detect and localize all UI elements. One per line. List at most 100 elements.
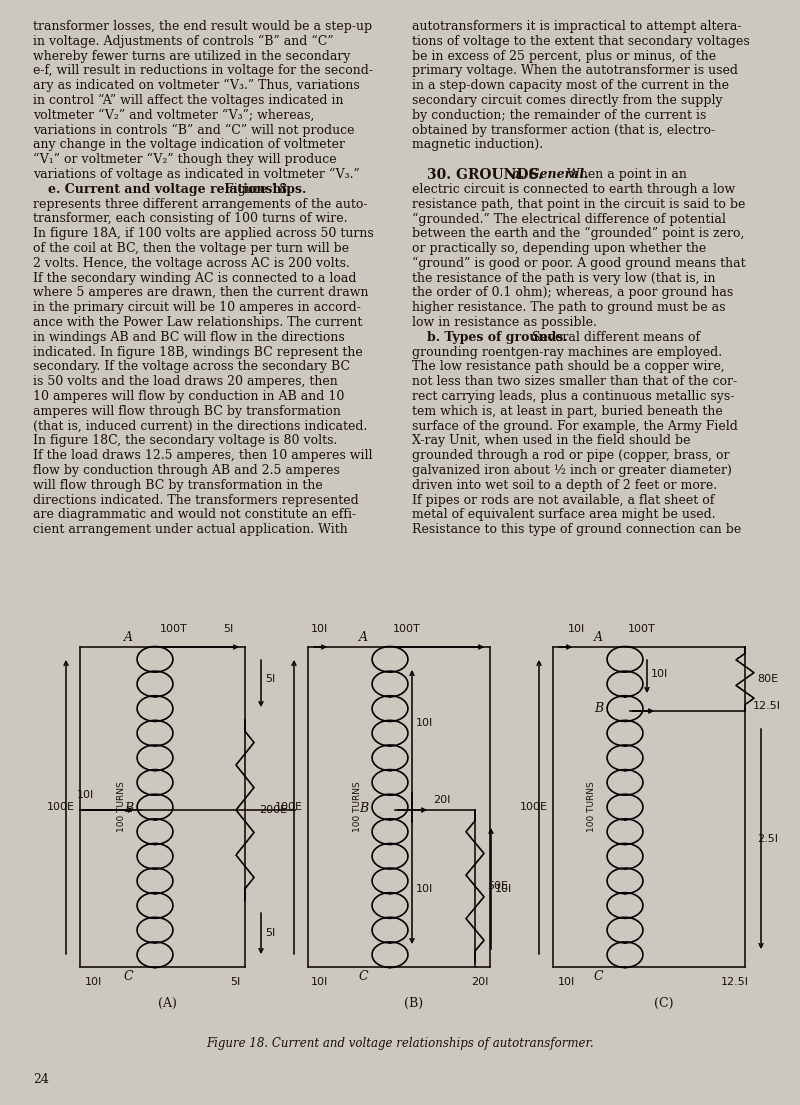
Text: galvanized iron about ½ inch or greater diameter): galvanized iron about ½ inch or greater … (412, 464, 732, 477)
Text: 100E: 100E (275, 802, 303, 812)
Text: 80E: 80E (757, 674, 778, 684)
Text: a. General.: a. General. (512, 168, 589, 181)
Text: e-f, will result in reductions in voltage for the second-: e-f, will result in reductions in voltag… (33, 64, 373, 77)
Text: tions of voltage to the extent that secondary voltages: tions of voltage to the extent that seco… (412, 34, 750, 48)
Text: 10I: 10I (495, 884, 512, 894)
Text: (B): (B) (405, 997, 423, 1010)
Text: Resistance to this type of ground connection can be: Resistance to this type of ground connec… (412, 523, 742, 536)
Text: 100T: 100T (160, 624, 188, 634)
Text: in a step-down capacity most of the current in the: in a step-down capacity most of the curr… (412, 80, 729, 92)
Text: directions indicated. The transformers represented: directions indicated. The transformers r… (33, 494, 358, 506)
Text: 100T: 100T (393, 624, 421, 634)
Text: is 50 volts and the load draws 20 amperes, then: is 50 volts and the load draws 20 ampere… (33, 376, 338, 388)
Text: will flow through BC by transformation in the: will flow through BC by transformation i… (33, 478, 322, 492)
Text: indicated. In figure 18B, windings BC represent the: indicated. In figure 18B, windings BC re… (33, 346, 362, 359)
Text: In figure 18A, if 100 volts are applied across 50 turns: In figure 18A, if 100 volts are applied … (33, 228, 374, 240)
Text: rect carrying leads, plus a continuous metallic sys-: rect carrying leads, plus a continuous m… (412, 390, 734, 403)
Text: flow by conduction through AB and 2.5 amperes: flow by conduction through AB and 2.5 am… (33, 464, 340, 477)
Text: transformer, each consisting of 100 turns of wire.: transformer, each consisting of 100 turn… (33, 212, 347, 225)
Text: variations of voltage as indicated in voltmeter “V₃.”: variations of voltage as indicated in vo… (33, 168, 360, 181)
Text: B: B (124, 801, 133, 814)
Text: transformer losses, the end result would be a step-up: transformer losses, the end result would… (33, 20, 372, 33)
Text: 5I: 5I (265, 928, 275, 938)
Text: 20I: 20I (471, 977, 489, 987)
Text: 24: 24 (33, 1073, 49, 1086)
Text: surface of the ground. For example, the Army Field: surface of the ground. For example, the … (412, 420, 738, 432)
Text: 5I: 5I (223, 624, 234, 634)
Text: not less than two sizes smaller than that of the cor-: not less than two sizes smaller than tha… (412, 376, 737, 388)
Text: 100 TURNS: 100 TURNS (118, 781, 126, 832)
Text: any change in the voltage indication of voltmeter: any change in the voltage indication of … (33, 138, 345, 151)
Text: “ground” is good or poor. A good ground means that: “ground” is good or poor. A good ground … (412, 256, 746, 270)
Text: secondary. If the voltage across the secondary BC: secondary. If the voltage across the sec… (33, 360, 350, 373)
Text: 10I: 10I (311, 977, 328, 987)
Text: represents three different arrangements of the auto-: represents three different arrangements … (33, 198, 367, 211)
Text: obtained by transformer action (that is, electro-: obtained by transformer action (that is,… (412, 124, 715, 137)
Text: b. Types of grounds.: b. Types of grounds. (427, 330, 568, 344)
Text: 5I: 5I (230, 977, 240, 987)
Text: in windings AB and BC will flow in the directions: in windings AB and BC will flow in the d… (33, 330, 345, 344)
Text: electric circuit is connected to earth through a low: electric circuit is connected to earth t… (412, 182, 735, 196)
Text: B: B (594, 703, 603, 716)
Text: 10 amperes will flow by conduction in AB and 10: 10 amperes will flow by conduction in AB… (33, 390, 344, 403)
Text: 10I: 10I (311, 624, 328, 634)
Text: metal of equivalent surface area might be used.: metal of equivalent surface area might b… (412, 508, 716, 522)
Text: If the load draws 12.5 amperes, then 10 amperes will: If the load draws 12.5 amperes, then 10 … (33, 450, 373, 462)
Text: (A): (A) (158, 997, 177, 1010)
Text: whereby fewer turns are utilized in the secondary: whereby fewer turns are utilized in the … (33, 50, 350, 63)
Text: primary voltage. When the autotransformer is used: primary voltage. When the autotransforme… (412, 64, 738, 77)
Text: In figure 18C, the secondary voltage is 80 volts.: In figure 18C, the secondary voltage is … (33, 434, 338, 448)
Text: grounding roentgen-ray machines are employed.: grounding roentgen-ray machines are empl… (412, 346, 722, 359)
Text: A: A (124, 631, 133, 644)
Text: 12.5I: 12.5I (753, 701, 781, 711)
Text: resistance path, that point in the circuit is said to be: resistance path, that point in the circu… (412, 198, 746, 211)
Text: of the coil at BC, then the voltage per turn will be: of the coil at BC, then the voltage per … (33, 242, 349, 255)
Text: 10I: 10I (85, 977, 102, 987)
Text: If pipes or rods are not available, a flat sheet of: If pipes or rods are not available, a fl… (412, 494, 714, 506)
Text: When a point in an: When a point in an (563, 168, 687, 181)
Text: 2 volts. Hence, the voltage across AC is 200 volts.: 2 volts. Hence, the voltage across AC is… (33, 256, 350, 270)
Text: secondary circuit comes directly from the supply: secondary circuit comes directly from th… (412, 94, 722, 107)
Text: 20I: 20I (433, 794, 450, 806)
Text: (that is, induced current) in the directions indicated.: (that is, induced current) in the direct… (33, 420, 367, 432)
Text: B: B (359, 801, 368, 814)
Text: X-ray Unit, when used in the field should be: X-ray Unit, when used in the field shoul… (412, 434, 690, 448)
Text: 50E: 50E (487, 881, 508, 891)
Text: 100 TURNS: 100 TURNS (353, 781, 362, 832)
Text: A: A (594, 631, 603, 644)
Text: where 5 amperes are drawn, then the current drawn: where 5 amperes are drawn, then the curr… (33, 286, 369, 299)
Text: 10I: 10I (558, 977, 575, 987)
Text: grounded through a rod or pipe (copper, brass, or: grounded through a rod or pipe (copper, … (412, 450, 730, 462)
Text: Several different means of: Several different means of (528, 330, 700, 344)
Text: C: C (594, 970, 603, 983)
Text: 5I: 5I (265, 674, 275, 684)
Text: in the primary circuit will be 10 amperes in accord-: in the primary circuit will be 10 ampere… (33, 302, 361, 314)
Text: (C): (C) (654, 997, 674, 1010)
Text: variations in controls “B” and “C” will not produce: variations in controls “B” and “C” will … (33, 124, 354, 137)
Text: 2.5I: 2.5I (757, 834, 778, 844)
Text: cient arrangement under actual application. With: cient arrangement under actual applicati… (33, 523, 348, 536)
Text: Figure 18. Current and voltage relationships of autotransformer.: Figure 18. Current and voltage relations… (206, 1036, 594, 1050)
Text: 200E: 200E (259, 806, 287, 815)
Text: The low resistance path should be a copper wire,: The low resistance path should be a copp… (412, 360, 725, 373)
Text: voltmeter “V₂” and voltmeter “V₃”; whereas,: voltmeter “V₂” and voltmeter “V₃”; where… (33, 108, 314, 122)
Text: ary as indicated on voltmeter “V₃.” Thus, variations: ary as indicated on voltmeter “V₃.” Thus… (33, 80, 360, 93)
Text: in voltage. Adjustments of controls “B” and “C”: in voltage. Adjustments of controls “B” … (33, 34, 334, 48)
Text: the order of 0.1 ohm); whereas, a poor ground has: the order of 0.1 ohm); whereas, a poor g… (412, 286, 734, 299)
Text: or practically so, depending upon whether the: or practically so, depending upon whethe… (412, 242, 706, 255)
Text: 100E: 100E (47, 802, 75, 812)
Text: amperes will flow through BC by transformation: amperes will flow through BC by transfor… (33, 404, 341, 418)
Text: If the secondary winding AC is connected to a load: If the secondary winding AC is connected… (33, 272, 357, 285)
Text: higher resistance. The path to ground must be as: higher resistance. The path to ground mu… (412, 302, 726, 314)
Text: “V₁” or voltmeter “V₂” though they will produce: “V₁” or voltmeter “V₂” though they will … (33, 154, 337, 167)
Text: e. Current and voltage relationships.: e. Current and voltage relationships. (48, 182, 306, 196)
Text: low in resistance as possible.: low in resistance as possible. (412, 316, 597, 329)
Text: the resistance of the path is very low (that is, in: the resistance of the path is very low (… (412, 272, 715, 285)
Text: 10I: 10I (77, 790, 94, 800)
Text: 100E: 100E (520, 802, 548, 812)
Text: 100T: 100T (628, 624, 656, 634)
Text: 100 TURNS: 100 TURNS (587, 781, 597, 832)
Text: between the earth and the “grounded” point is zero,: between the earth and the “grounded” poi… (412, 228, 744, 241)
Text: by conduction; the remainder of the current is: by conduction; the remainder of the curr… (412, 108, 706, 122)
Text: C: C (123, 970, 133, 983)
